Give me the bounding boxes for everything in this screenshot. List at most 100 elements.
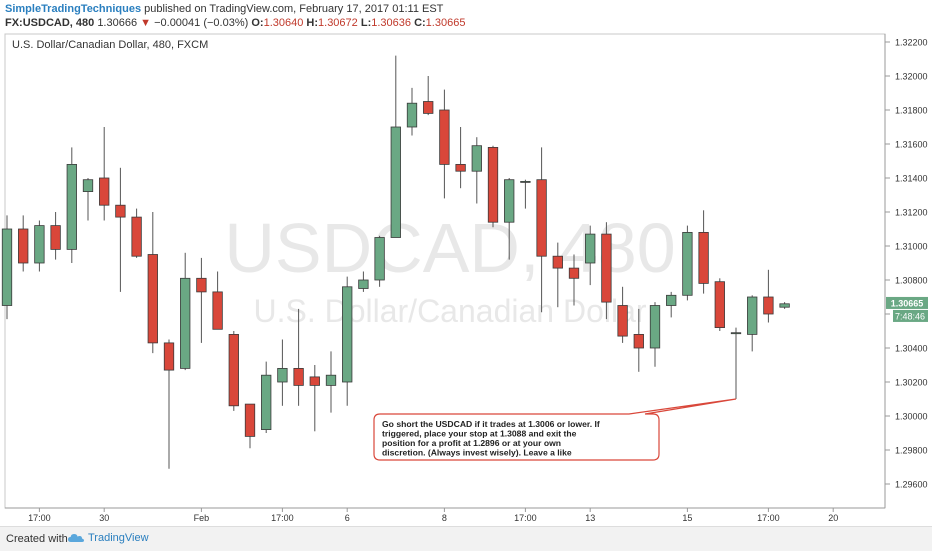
candle bbox=[374, 235, 385, 287]
candle bbox=[18, 215, 29, 272]
candle bbox=[487, 145, 499, 228]
candle bbox=[601, 222, 612, 320]
y-axis-ticks: 1.32200 1.32000 1.31800 1.31600 1.31400 1.312… bbox=[885, 38, 928, 490]
author-link[interactable]: SimpleTradingTechniques bbox=[5, 3, 142, 15]
created-with-text: Created with bbox=[6, 533, 68, 545]
candle bbox=[585, 225, 596, 286]
candle-body bbox=[342, 286, 353, 383]
candle bbox=[763, 269, 774, 323]
candle-body bbox=[763, 296, 774, 315]
candle bbox=[390, 55, 401, 238]
open-label: O: bbox=[251, 17, 264, 29]
candle bbox=[1, 215, 13, 320]
candle-body bbox=[374, 237, 385, 281]
candle bbox=[649, 302, 661, 367]
candle-body bbox=[82, 179, 94, 192]
candle bbox=[180, 252, 191, 371]
low-label: L: bbox=[360, 17, 372, 29]
candle-body bbox=[358, 279, 369, 289]
candle bbox=[261, 361, 272, 433]
y-tick-label: 1.30800 bbox=[895, 276, 928, 286]
candle-body bbox=[649, 305, 661, 349]
candle bbox=[99, 127, 110, 221]
candle bbox=[196, 257, 207, 343]
y-tick-label: 1.30200 bbox=[895, 378, 928, 388]
candle bbox=[568, 254, 580, 306]
candle bbox=[309, 365, 320, 432]
footer: Created with TradingView bbox=[0, 526, 932, 551]
watermark-name: U.S. Dollar/Canadian Dollar bbox=[253, 293, 646, 329]
close-label: C: bbox=[414, 17, 426, 29]
candle-body bbox=[277, 367, 288, 383]
candles bbox=[1, 55, 790, 469]
chart-title: U.S. Dollar/Canadian Dollar, 480, FXCM bbox=[12, 39, 208, 51]
candle bbox=[714, 278, 725, 331]
chart-header: SimpleTradingTechniques published on Tra… bbox=[0, 0, 932, 34]
candle-body bbox=[504, 179, 515, 223]
candle bbox=[82, 178, 94, 221]
candle bbox=[536, 147, 547, 313]
y-tick-label: 1.31600 bbox=[895, 140, 928, 150]
annotation-callout[interactable]: Go short the USDCAD if it trades at 1.30… bbox=[373, 398, 737, 461]
x-tick-label: 30 bbox=[99, 513, 109, 523]
candle-body bbox=[66, 163, 77, 250]
last-price-label: 1.30665 bbox=[891, 298, 924, 308]
candle-body bbox=[536, 179, 547, 257]
candle bbox=[50, 212, 61, 260]
callout-text-line: Go short the USDCAD if it trades at 1.30… bbox=[382, 419, 600, 429]
candle bbox=[325, 351, 337, 413]
y-tick-label: 1.32000 bbox=[895, 72, 928, 82]
change-value: −0.00041 (−0.03%) bbox=[154, 17, 249, 29]
candle bbox=[666, 291, 677, 318]
candle bbox=[504, 178, 515, 260]
y-tick-label: 1.31000 bbox=[895, 242, 928, 252]
candle-body bbox=[730, 332, 742, 335]
candle-body bbox=[714, 281, 725, 329]
candle bbox=[244, 403, 256, 449]
candle bbox=[552, 242, 563, 308]
candle-body bbox=[617, 305, 628, 337]
candle-body bbox=[212, 291, 223, 330]
candle-body bbox=[390, 126, 401, 238]
candle-body bbox=[487, 146, 499, 223]
candle-body bbox=[406, 102, 418, 128]
y-tick-label: 1.31800 bbox=[895, 106, 928, 116]
candle bbox=[520, 179, 531, 209]
candle bbox=[779, 302, 790, 309]
y-tick-label: 1.29600 bbox=[895, 480, 928, 490]
candle bbox=[617, 286, 628, 343]
x-tick-label: 20 bbox=[828, 513, 838, 523]
tradingview-link[interactable]: TradingView bbox=[68, 532, 149, 544]
candle-body bbox=[244, 403, 256, 437]
countdown-label: 7:48:46 bbox=[895, 311, 925, 321]
candle-body bbox=[34, 225, 45, 264]
candle-body bbox=[439, 109, 450, 165]
candle bbox=[131, 208, 142, 258]
open-value: 1.30640 bbox=[263, 17, 304, 29]
countdown-tag bbox=[893, 309, 928, 322]
candle-body bbox=[682, 231, 693, 296]
x-tick-label: 17:00 bbox=[28, 513, 51, 523]
candle bbox=[455, 127, 466, 189]
candle bbox=[423, 76, 434, 116]
candle bbox=[682, 225, 693, 301]
quote-line: FX:USDCAD, 480 1.30666 ▼ −0.00041 (−0.03… bbox=[5, 17, 465, 29]
candle-body bbox=[471, 145, 482, 172]
x-tick-label: 13 bbox=[585, 513, 595, 523]
candle-body bbox=[196, 277, 207, 293]
high-value: 1.30672 bbox=[318, 17, 358, 29]
x-tick-label: 17:00 bbox=[271, 513, 294, 523]
candlestick-chart[interactable]: USDCAD, 480 U.S. Dollar/Canadian Dollar … bbox=[0, 0, 932, 526]
publish-line: SimpleTradingTechniques published on Tra… bbox=[5, 3, 443, 15]
candle bbox=[147, 212, 158, 354]
candle bbox=[163, 339, 175, 469]
candle-body bbox=[633, 333, 644, 349]
x-tick-label: Feb bbox=[194, 513, 210, 523]
candle-body bbox=[50, 225, 61, 250]
candle-body bbox=[180, 277, 191, 369]
candle-body bbox=[666, 294, 677, 306]
close-value: 1.30665 bbox=[425, 17, 466, 29]
candle-body bbox=[423, 101, 434, 114]
candle-body bbox=[601, 233, 612, 303]
y-tick-label: 1.30000 bbox=[895, 412, 928, 422]
